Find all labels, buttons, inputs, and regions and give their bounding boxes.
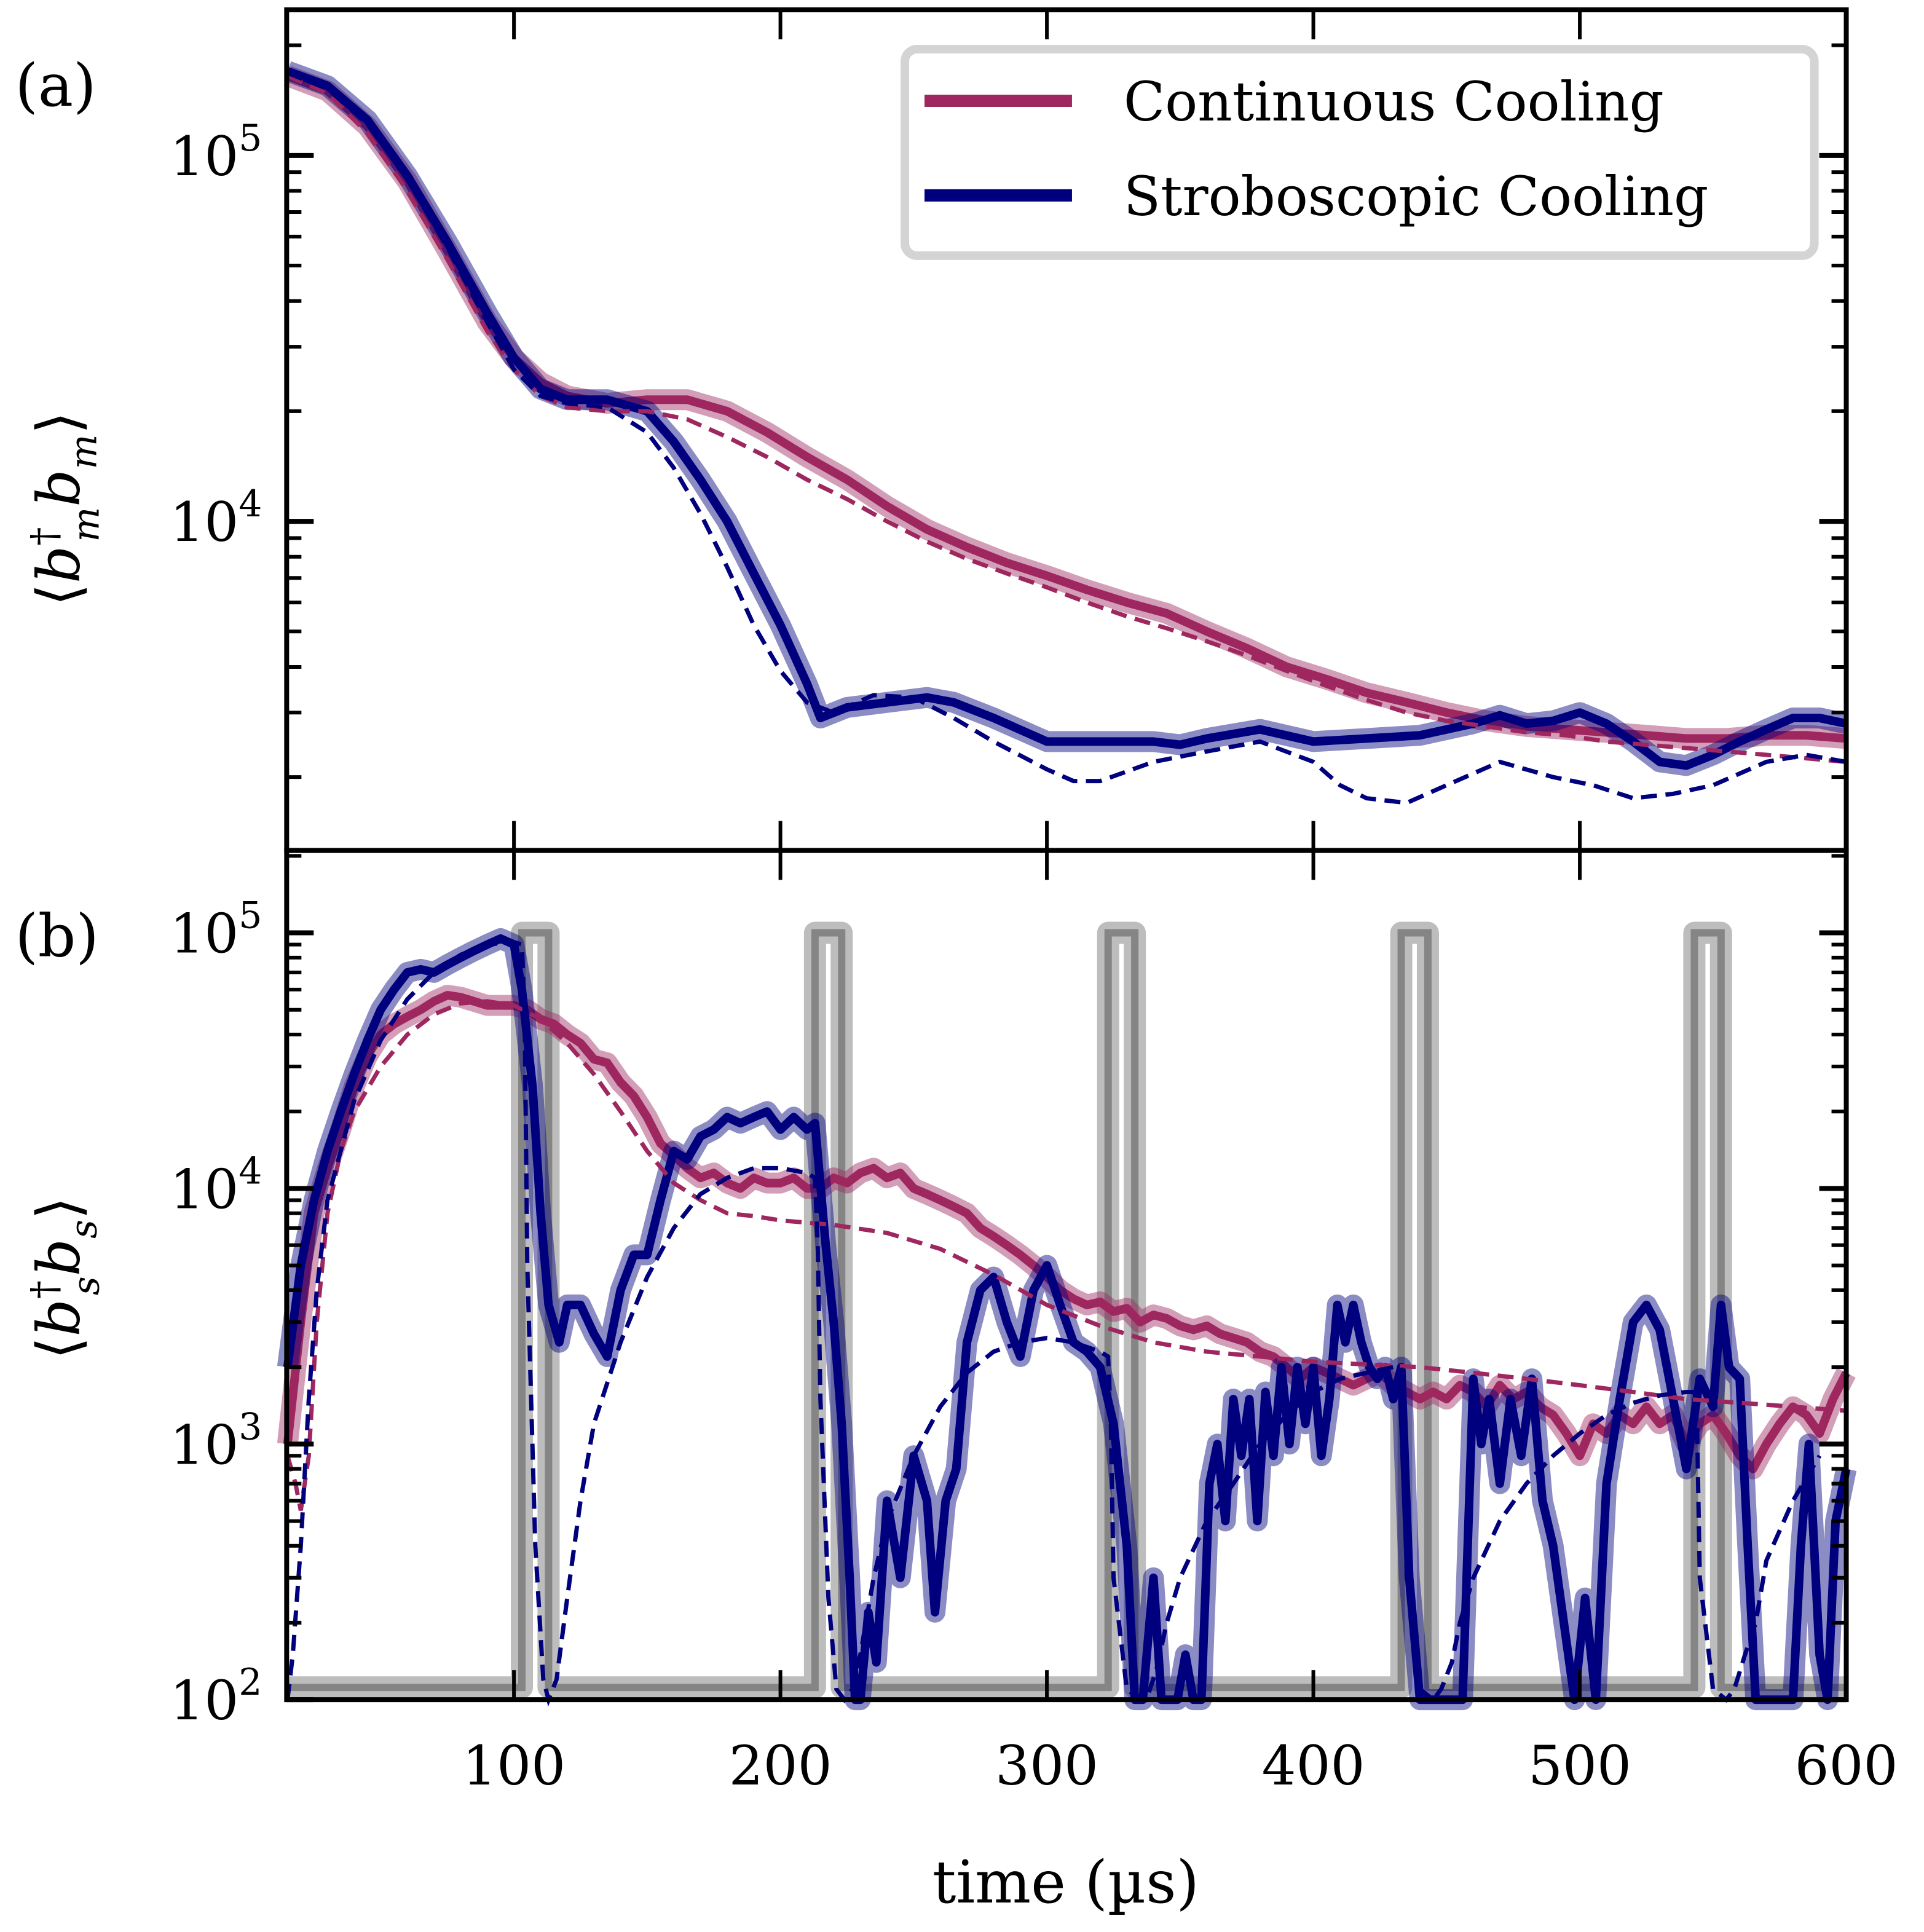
legend-label-stroboscopic: Stroboscopic Cooling: [1124, 165, 1708, 228]
y-tick-base: 10: [170, 1157, 239, 1221]
y-tick-exponent: 4: [239, 483, 262, 526]
ylabel-close: ⟩: [24, 1197, 93, 1220]
ylabel-b2: b: [24, 1239, 93, 1276]
y-axis-label: ⟨b†sbs⟩: [23, 1197, 108, 1360]
x-tick-label: 300: [995, 1734, 1098, 1797]
y-tick-base: 10: [170, 1413, 239, 1477]
x-tick-label: 500: [1528, 1734, 1631, 1797]
ylabel-open: ⟨: [24, 583, 93, 606]
x-tick-label: 200: [729, 1734, 832, 1797]
y-tick-exponent: 5: [239, 117, 262, 160]
stroboscopic-model-line: [285, 940, 1822, 1707]
y-tick-exponent: 2: [239, 1661, 262, 1704]
legend-frame: [901, 44, 1819, 260]
x-axis-label: time (µs): [932, 1848, 1199, 1917]
y-tick-base: 10: [170, 125, 239, 188]
ylabel-sub1: s: [65, 1276, 108, 1295]
x-tick-label: 600: [1795, 1734, 1898, 1797]
panel-label: (b): [15, 902, 98, 971]
y-tick-label: 102: [170, 1661, 262, 1732]
ylabel-dag: †: [23, 1280, 66, 1299]
stroboscopic-simulation-line: [286, 67, 1847, 770]
y-axis-label: ⟨b†mbm⟩: [23, 411, 108, 606]
ylabel-close: ⟩: [24, 411, 93, 434]
y-tick-base: 10: [170, 902, 239, 966]
ylabel-b2: b: [24, 469, 93, 507]
series-layer: [283, 61, 1849, 805]
y-tick-label: 105: [170, 894, 262, 966]
ylabel-dag: †: [23, 527, 66, 546]
ylabel-sub2: m: [62, 434, 105, 469]
ylabel-b1: b: [24, 546, 93, 583]
tick-layer: [286, 9, 1848, 851]
ylabel-open: ⟨: [24, 1337, 93, 1360]
ylabel-sub1: m: [65, 507, 108, 542]
y-tick-label: 104: [170, 483, 262, 554]
legend: Continuous Cooling Stroboscopic Cooling: [901, 44, 1819, 260]
y-tick-exponent: 4: [239, 1149, 262, 1193]
x-tick-labels: 100 200 300 400 500 600: [462, 1734, 1898, 1797]
stroboscopic-model-line: [286, 71, 1847, 805]
panel-label: (a): [15, 51, 96, 120]
continuous-model-line: [285, 999, 1847, 1511]
y-tick-label: 104: [170, 1149, 262, 1221]
y-tick-exponent: 3: [239, 1405, 262, 1448]
plot-frame: [284, 848, 1849, 1703]
y-tick-base: 10: [170, 1669, 239, 1732]
y-tick-base: 10: [170, 491, 239, 554]
y-tick-exponent: 5: [239, 894, 262, 937]
legend-label-continuous: Continuous Cooling: [1124, 70, 1664, 133]
y-tick-label: 105: [170, 117, 262, 188]
continuous-simulation-line: [283, 991, 1850, 1473]
x-tick-label: 100: [462, 1734, 566, 1797]
ylabel-b1: b: [24, 1299, 93, 1336]
y-tick-label: 103: [170, 1405, 262, 1477]
x-tick-label: 400: [1262, 1734, 1365, 1797]
ylabel-sub2: s: [62, 1220, 105, 1239]
